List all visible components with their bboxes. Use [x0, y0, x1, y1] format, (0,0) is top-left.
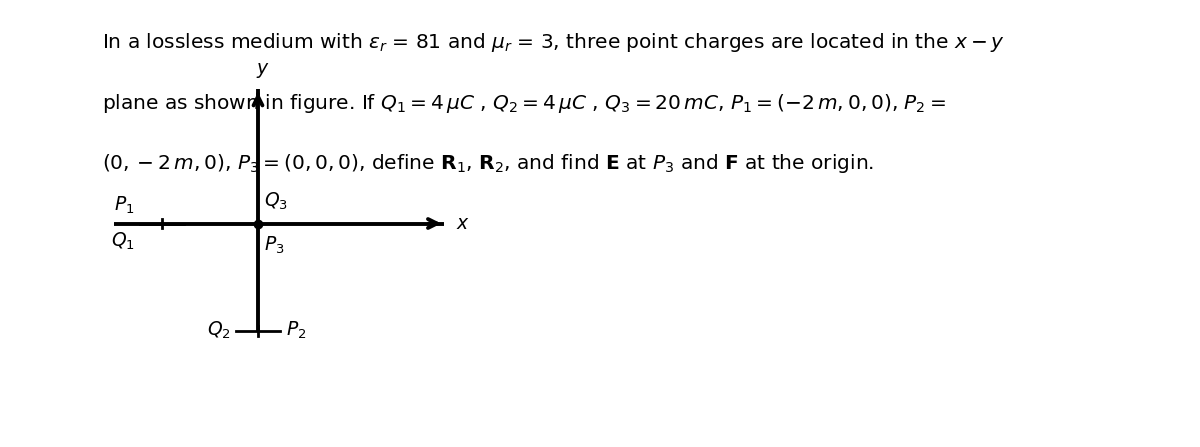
- Text: $Q_1$: $Q_1$: [110, 231, 134, 252]
- Text: $y$: $y$: [256, 61, 270, 80]
- Text: $Q_3$: $Q_3$: [264, 190, 288, 212]
- Text: $P_2$: $P_2$: [286, 320, 306, 342]
- Text: $P_1$: $P_1$: [114, 195, 134, 216]
- Text: $P_3$: $P_3$: [264, 235, 284, 257]
- Text: $(0, -2\,m, 0)$, $P_3 = (0, 0, 0)$, define $\mathbf{R}_1$, $\mathbf{R}_2$, and f: $(0, -2\,m, 0)$, $P_3 = (0, 0, 0)$, defi…: [102, 152, 874, 175]
- Text: $Q_2$: $Q_2$: [206, 320, 230, 342]
- Text: In a lossless medium with $\varepsilon_r$ = 81 and $\mu_r$ = 3, three point char: In a lossless medium with $\varepsilon_r…: [102, 31, 1006, 54]
- Text: plane as shown in figure. If $Q_1 = 4\,\mu C$ , $Q_2 = 4\,\mu C$ , $Q_3 = 20\,mC: plane as shown in figure. If $Q_1 = 4\,\…: [102, 92, 946, 114]
- Text: $x$: $x$: [456, 214, 469, 233]
